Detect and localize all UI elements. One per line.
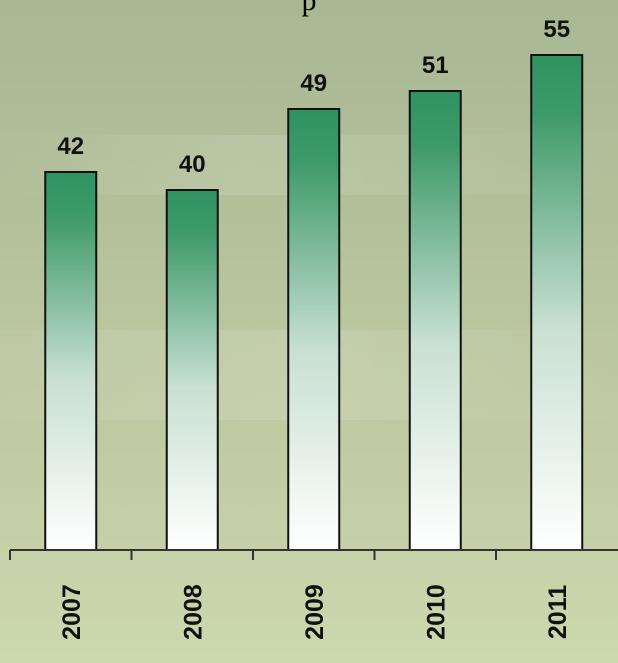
x-tick-label-2007: 2007 [58,584,86,640]
x-axis [9,549,618,560]
bar-2009 [287,108,341,551]
data-label-2010: 51 [422,52,449,79]
data-label-2011: 55 [543,16,570,43]
data-label-2008: 40 [179,151,206,178]
tick-labels-layer: 2007 2008 2009 2010 2011 [58,584,572,640]
bar-2007 [44,171,98,551]
x-tick-label-2010: 2010 [422,584,450,640]
data-label-2009: 49 [300,70,327,97]
x-tick-label-2008: 2008 [179,584,207,640]
data-label-2007: 42 [57,133,84,160]
bar-2011 [530,54,584,551]
x-tick-label-2009: 2009 [301,584,329,640]
data-labels-layer: 42 40 49 51 55 [57,16,570,178]
bar-2008 [165,189,219,551]
bar-2010 [408,90,462,551]
x-tick-label-2011: 2011 [544,585,572,639]
chart-title-fragment: p [301,0,317,17]
bars-layer [44,54,584,551]
